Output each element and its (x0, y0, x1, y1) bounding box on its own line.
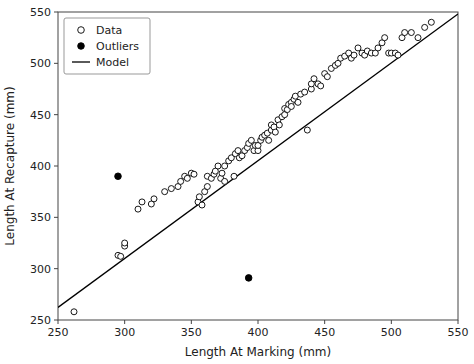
data-point (178, 178, 184, 184)
data-point (191, 171, 197, 177)
data-point (408, 30, 414, 36)
y-tick-label: 400 (30, 160, 51, 173)
legend-swatch (78, 43, 85, 50)
y-tick (54, 114, 58, 115)
x-tick (324, 320, 325, 324)
y-tick-label: 250 (30, 314, 51, 327)
data-point (295, 99, 301, 105)
x-tick (391, 320, 392, 324)
data-point (184, 175, 190, 181)
data-point (276, 122, 282, 128)
data-point (428, 19, 434, 25)
data-point (118, 253, 124, 259)
data-point (168, 186, 174, 192)
data-point (222, 163, 228, 169)
data-point (302, 89, 308, 95)
y-tick-label: 550 (30, 6, 51, 19)
y-tick (54, 12, 58, 13)
x-tick-label: 350 (181, 326, 202, 339)
data-point (375, 45, 381, 51)
x-tick (458, 320, 459, 324)
model-line (58, 14, 458, 308)
data-point (355, 45, 361, 51)
y-tick (54, 320, 58, 321)
legend-label: Model (96, 56, 129, 69)
legend: Data Outliers Model (64, 18, 150, 74)
y-tick-label: 350 (30, 211, 51, 224)
y-tick (54, 268, 58, 269)
data-point (235, 148, 241, 154)
data-point (215, 163, 221, 169)
data-point (248, 137, 254, 143)
legend-swatch (78, 27, 85, 34)
y-tick-label: 300 (30, 263, 51, 276)
data-point (266, 137, 272, 143)
data-point (382, 35, 388, 41)
plot-frame (58, 12, 458, 320)
data-point (196, 194, 202, 200)
y-tick-label: 500 (30, 57, 51, 70)
data-point (231, 173, 237, 179)
data-point (135, 206, 141, 212)
chart: 250 300 350 400 450 500 550 250 300 350 400 450 500 5… (0, 0, 474, 364)
y-tick (54, 63, 58, 64)
data-point (402, 30, 408, 36)
x-axis-label: Length At Marking (mm) (185, 345, 331, 359)
x-tick-label: 400 (248, 326, 269, 339)
data-point (422, 24, 428, 30)
plot-marks (58, 14, 458, 315)
data-point (222, 178, 228, 184)
x-tick-label: 450 (314, 326, 335, 339)
data-point (311, 76, 317, 82)
outlier-point (115, 173, 122, 180)
x-tick-label: 300 (114, 326, 135, 339)
data-point (415, 35, 421, 41)
x-tick-label: 250 (48, 326, 69, 339)
data-point (139, 199, 145, 205)
y-tick-label: 450 (30, 109, 51, 122)
data-point (272, 129, 278, 135)
y-axis-label: Length At Recapture (mm) (3, 86, 17, 245)
legend-label: Data (96, 24, 122, 37)
y-tick (54, 217, 58, 218)
legend-swatch (72, 61, 90, 62)
data-point (304, 127, 310, 133)
data-point (199, 202, 205, 208)
x-tick-label: 550 (448, 326, 469, 339)
background (0, 0, 474, 364)
data-point (318, 83, 324, 89)
legend-label: Outliers (96, 40, 139, 53)
data-point (324, 74, 330, 80)
outlier-point (245, 275, 252, 282)
x-tick-label: 500 (381, 326, 402, 339)
data-point (162, 189, 168, 195)
x-tick (58, 320, 59, 324)
data-point (151, 196, 157, 202)
data-point (351, 52, 357, 58)
legend-box (64, 18, 150, 74)
data-point (219, 170, 225, 176)
y-tick (54, 166, 58, 167)
data-point (395, 52, 401, 58)
x-tick (258, 320, 259, 324)
x-tick (124, 320, 125, 324)
data-point (204, 184, 210, 190)
data-point (122, 240, 128, 246)
data-point (288, 103, 294, 109)
x-tick (191, 320, 192, 324)
data-point (71, 309, 77, 315)
